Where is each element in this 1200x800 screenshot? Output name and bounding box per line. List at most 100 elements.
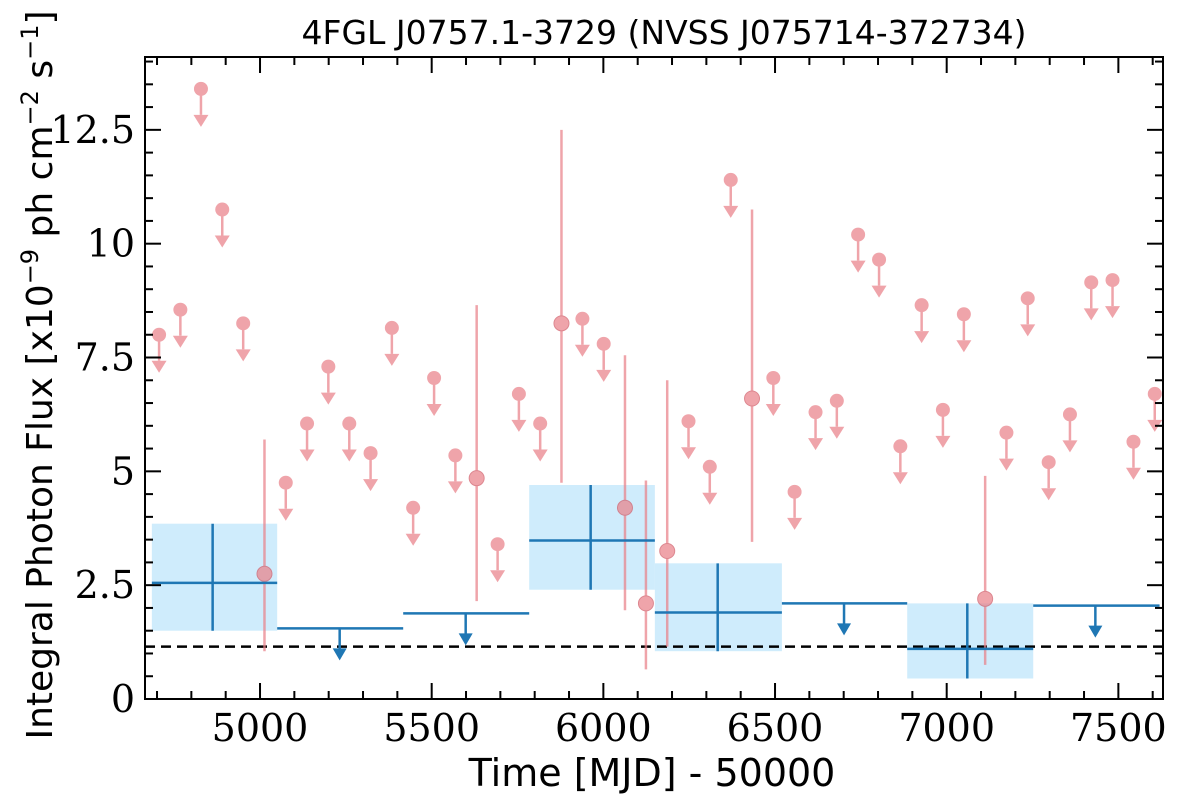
upper-limit-arrowhead	[299, 449, 315, 462]
upper-limit-marker	[1084, 275, 1099, 290]
short-bin-upper-limit	[193, 81, 209, 127]
short-bin-upper-limit	[490, 537, 506, 583]
upper-limit-arrowhead	[681, 447, 697, 460]
long-bin-detection	[151, 523, 278, 631]
upper-limit-marker	[427, 371, 442, 385]
x-tick-label: 6500	[727, 706, 824, 750]
upper-limit-marker	[300, 416, 315, 431]
axis-ticks: 5000 5500 6000 6500 7000 7500 0 2.5 5 7.5 10 12.5	[50, 57, 1167, 750]
upper-limit-arrowhead	[490, 570, 506, 583]
short-bin-upper-limit	[596, 336, 612, 382]
short-bin-detection	[659, 380, 676, 647]
upper-limit-arrowhead	[596, 369, 612, 382]
short-bin-upper-limit	[235, 316, 251, 362]
upper-limit-arrowhead	[1125, 467, 1141, 480]
plot-area	[145, 81, 1163, 679]
long-bin-upper-limit	[277, 627, 404, 661]
detection-marker	[553, 315, 570, 332]
upper-limit-marker	[533, 416, 548, 431]
upper-limit-arrowhead	[341, 449, 357, 462]
upper-limit-arrowhead	[532, 449, 548, 462]
upper-limit-arrowhead	[426, 404, 442, 416]
y-tick-label: 5	[111, 449, 135, 493]
upper-limit-arrowhead	[363, 479, 379, 492]
short-bin-upper-limit	[426, 371, 442, 416]
upper-limit-marker	[511, 386, 526, 401]
long-bin-upper-limit	[403, 612, 530, 646]
long-bin-upper-limit	[781, 602, 908, 636]
x-axis-label: Time [MJD] - 50000	[468, 751, 836, 795]
short-bin-upper-limit	[914, 298, 930, 344]
y-tick-label: 2.5	[75, 563, 135, 607]
short-bin-upper-limit	[214, 202, 230, 248]
upper-limit-marker	[384, 320, 399, 335]
detection-marker	[468, 470, 485, 487]
short-bin-detection	[637, 480, 654, 670]
detection-marker	[744, 390, 761, 407]
long-bin-detection	[654, 563, 782, 652]
upper-limit-marker	[152, 327, 167, 342]
short-bin-upper-limit	[447, 448, 463, 494]
upper-limit-arrowhead	[935, 435, 951, 448]
short-bin-upper-limit	[850, 227, 866, 273]
short-bin-upper-limit	[871, 252, 887, 298]
short-bin-upper-limit	[1041, 455, 1057, 501]
upper-limit-arrowhead	[405, 533, 421, 546]
y-axis-label: Integral Photon Flux [x10−9 ph cm−2 s−1]	[16, 10, 61, 739]
detection-marker	[616, 499, 633, 516]
upper-limit-arrowhead	[914, 331, 930, 344]
short-bin-upper-limit	[765, 371, 781, 416]
short-bin-detection	[468, 305, 485, 602]
upper-limit-marker	[723, 172, 738, 187]
upper-limit-arrowhead	[956, 340, 972, 353]
y-tick-label: 10	[87, 222, 135, 266]
upper-limit-arrowhead	[998, 458, 1014, 471]
detection-marker	[637, 595, 654, 612]
short-bin-upper-limit	[299, 416, 315, 462]
upper-limit-arrowhead	[1062, 440, 1078, 453]
short-bin-upper-limit	[829, 393, 845, 439]
upper-limit-marker	[363, 446, 378, 461]
upper-limit-marker	[1105, 273, 1120, 288]
upper-limit-arrowhead	[850, 260, 866, 273]
upper-limit-arrowhead	[1020, 324, 1036, 337]
short-bin-upper-limit	[1083, 275, 1099, 321]
short-bin-upper-limit	[405, 500, 421, 546]
short-bin-upper-limit	[1125, 434, 1141, 480]
x-tick-label: 7000	[898, 706, 995, 750]
upper-limit-arrowhead	[829, 426, 845, 439]
upper-limit-arrowhead	[702, 492, 718, 505]
plot-frame	[144, 56, 1164, 700]
long-bin-limit-arrowhead	[1088, 625, 1103, 638]
short-bin-upper-limit	[808, 405, 824, 451]
short-bin-upper-limit	[172, 302, 188, 348]
short-bin-upper-limit	[1105, 273, 1121, 319]
short-bin-upper-limit	[956, 307, 972, 353]
upper-limit-marker	[914, 298, 929, 313]
upper-limit-marker	[702, 459, 717, 474]
short-bin-upper-limit	[532, 416, 548, 462]
upper-limit-arrowhead	[384, 353, 400, 366]
short-bin-upper-limit	[384, 320, 400, 366]
chart-title: 4FGL J0757.1-3729 (NVSS J075714-372734)	[302, 13, 1027, 52]
upper-limit-marker	[278, 475, 293, 490]
short-bin-upper-limit	[681, 414, 697, 460]
x-tick-label: 5000	[212, 706, 309, 750]
upper-limit-arrowhead	[278, 508, 294, 521]
short-bin-upper-limit	[702, 459, 718, 505]
long-bin-limit-arrowhead	[458, 633, 473, 646]
upper-limit-arrowhead	[235, 349, 251, 362]
short-bin-upper-limit	[723, 172, 739, 218]
x-tick-label: 7500	[1070, 706, 1167, 750]
detection-marker	[256, 565, 273, 582]
upper-limit-marker	[893, 439, 908, 454]
upper-limit-arrowhead	[765, 404, 781, 416]
upper-limit-arrowhead	[871, 285, 887, 298]
short-bin-upper-limit	[1062, 407, 1078, 453]
short-bin-upper-limit	[574, 311, 590, 357]
short-bin-upper-limit	[787, 484, 803, 530]
detection-marker	[659, 543, 676, 560]
upper-limit-marker	[787, 484, 802, 499]
long-bin-error-box	[907, 603, 1034, 679]
